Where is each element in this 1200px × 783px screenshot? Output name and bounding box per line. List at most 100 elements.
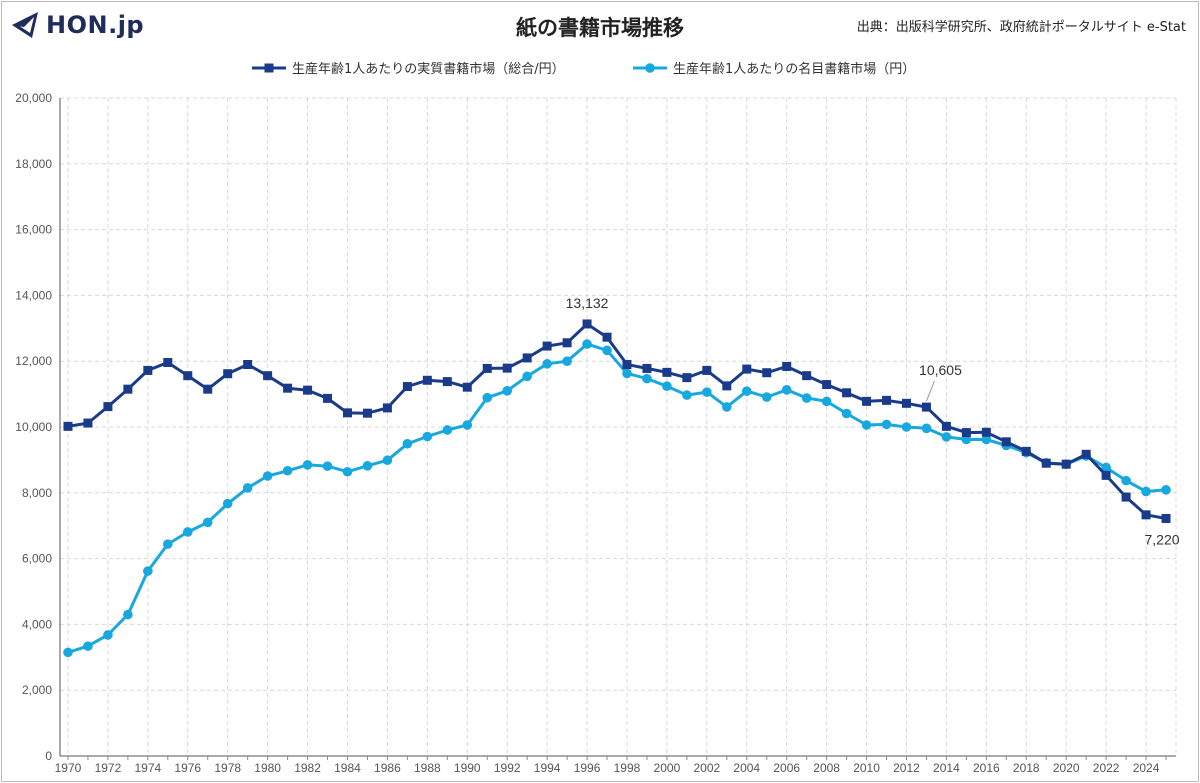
data-point-real (502, 363, 512, 373)
data-point-real (782, 361, 792, 371)
data-point-real (382, 403, 392, 413)
data-point-real (1041, 458, 1051, 468)
logo-text: HON.jp (46, 11, 145, 39)
data-point-real (223, 369, 233, 379)
data-point-real (862, 396, 872, 406)
data-point-real (303, 385, 313, 395)
x-tick-label: 2018 (1013, 761, 1040, 775)
data-point-nominal (1141, 486, 1151, 497)
x-tick-label: 1974 (134, 761, 161, 775)
x-tick-label: 2004 (733, 761, 760, 775)
data-point-nominal (841, 408, 852, 419)
data-point-nominal (602, 345, 612, 356)
data-point-real (263, 371, 273, 381)
x-tick-label: 1988 (414, 761, 441, 775)
data-point-real (362, 408, 372, 418)
legend-label: 生産年齢1人あたりの名目書籍市場（円） (673, 61, 915, 77)
x-tick-label: 1980 (254, 761, 281, 775)
data-point-real (63, 421, 73, 431)
data-point-nominal (941, 432, 952, 442)
x-tick-label: 1990 (454, 761, 481, 775)
x-tick-label: 2010 (853, 761, 880, 775)
data-point-nominal (662, 381, 672, 392)
data-point-real (542, 341, 552, 351)
data-point-nominal (702, 387, 712, 397)
data-point-nominal (63, 647, 73, 658)
x-tick-label: 1982 (294, 761, 321, 775)
data-point-real (602, 332, 612, 342)
data-point-real (283, 383, 293, 393)
data-point-nominal (422, 431, 433, 442)
data-point-nominal (282, 465, 293, 476)
data-point-nominal (342, 466, 353, 477)
data-point-nominal (1121, 475, 1131, 486)
data-point-real (642, 363, 652, 373)
data-point-real (462, 382, 472, 392)
x-tick-label: 2014 (933, 761, 960, 775)
data-point-nominal (143, 566, 153, 576)
data-point-nominal (981, 434, 992, 445)
data-point-nominal (1161, 485, 1171, 495)
y-tick-label: 10,000 (15, 420, 52, 434)
data-point-real (882, 395, 892, 405)
x-tick-label: 1972 (95, 761, 122, 775)
x-tick-label: 2012 (893, 761, 920, 775)
data-label: 13,132 (566, 295, 609, 311)
data-point-nominal (502, 386, 512, 396)
data-point-real (183, 371, 193, 381)
data-point-nominal (362, 461, 373, 471)
logo[interactable]: HON.jp (10, 8, 144, 42)
data-point-nominal (442, 425, 453, 435)
y-tick-label: 18,000 (15, 157, 52, 171)
data-point-real (802, 371, 812, 381)
data-point-nominal (522, 371, 532, 382)
data-point-real (522, 353, 532, 363)
x-tick-label: 2016 (973, 761, 1000, 775)
logo-arrow-icon (12, 12, 38, 38)
data-point-nominal (402, 438, 413, 449)
data-point-nominal (801, 393, 812, 403)
chart-title: 紙の書籍市場推移 (516, 16, 684, 40)
data-point-nominal (242, 483, 253, 493)
x-tick-label: 1996 (574, 761, 601, 775)
data-point-nominal (821, 396, 832, 407)
x-tick-label: 2020 (1053, 761, 1080, 775)
data-point-nominal (83, 641, 93, 651)
data-point-nominal (741, 386, 752, 396)
data-point-nominal (682, 390, 692, 400)
data-point-real (961, 428, 971, 438)
data-point-nominal (322, 461, 333, 471)
data-point-real (1001, 437, 1011, 447)
data-point-real (1081, 449, 1091, 459)
x-tick-label: 2006 (773, 761, 800, 775)
data-point-nominal (262, 471, 273, 481)
data-point-real (622, 359, 632, 369)
data-point-real (702, 365, 712, 375)
data-point-real (1021, 446, 1031, 456)
data-point-nominal (302, 460, 313, 470)
data-point-nominal (722, 402, 732, 412)
series-line-nominal (67, 342, 1167, 654)
data-point-real (442, 377, 452, 387)
grid (60, 97, 1177, 757)
series-line-real (67, 322, 1167, 520)
data-point-real (1101, 470, 1111, 480)
x-tick-label: 1978 (214, 761, 241, 775)
data-point-real (243, 359, 253, 369)
data-point-real (203, 384, 213, 394)
data-point-real (981, 427, 991, 437)
y-tick-label: 14,000 (15, 288, 52, 302)
data-point-real (1161, 513, 1171, 523)
x-tick-label: 1998 (614, 761, 641, 775)
data-point-nominal (622, 368, 632, 379)
data-point-real (722, 381, 732, 391)
x-tick-label: 2024 (1133, 761, 1160, 775)
y-tick-label: 4,000 (22, 617, 52, 631)
legend-marker-circle (645, 63, 655, 73)
data-point-nominal (562, 356, 572, 367)
data-point-real (1121, 492, 1131, 502)
y-tick-label: 12,000 (15, 354, 52, 368)
data-point-nominal (781, 385, 792, 395)
legend-label: 生産年齢1人あたりの実質書籍市場（総合/円） (292, 61, 565, 77)
